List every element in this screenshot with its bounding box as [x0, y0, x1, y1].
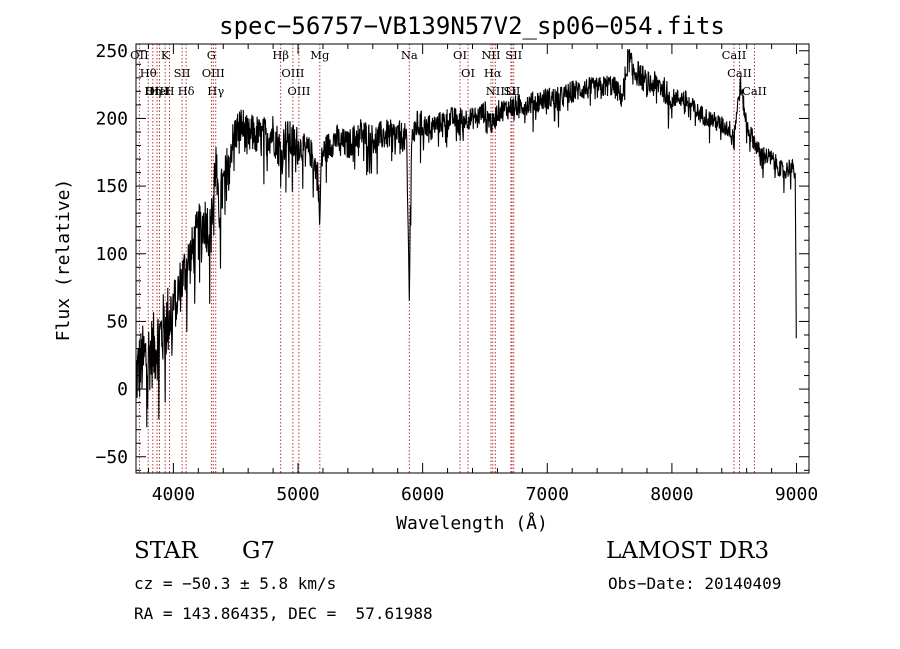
line-label: CaII	[742, 84, 767, 98]
line-label: OIII	[287, 84, 310, 98]
spectral-line-markers	[138, 44, 755, 473]
line-label: OIII	[146, 84, 169, 98]
line-label: Hβ	[272, 48, 289, 62]
y-tick-label: 150	[95, 176, 128, 197]
x-tick-label: 7000	[526, 484, 569, 505]
y-tick-label: 100	[95, 244, 128, 265]
chart-title: spec−56757−VB139N57V2_sp06−054.fits	[219, 12, 725, 40]
line-label: H	[165, 84, 175, 98]
line-label: OIII	[202, 66, 225, 80]
line-label: OIII	[281, 66, 304, 80]
line-label: SII	[505, 48, 522, 62]
line-label: NII	[481, 48, 500, 62]
line-label: Hδ	[178, 84, 195, 98]
x-tick-label: 9000	[775, 484, 818, 505]
line-label: OII	[130, 48, 149, 62]
redshift-velocity: cz = −50.3 ± 5.8 km/s	[134, 574, 337, 593]
coordinates: RA = 143.86435, DEC = 57.61988	[134, 604, 433, 623]
y-tick-label: −50	[95, 447, 128, 468]
line-label: Mg	[310, 48, 330, 62]
y-tick-label: 250	[95, 41, 128, 62]
line-label: OI	[461, 66, 475, 80]
y-axis-ticks: −50 0 50 100 150 200 250	[95, 41, 809, 471]
x-axis-label: Wavelength (Å)	[396, 512, 548, 534]
line-label: Hγ	[207, 84, 224, 98]
observation-date: Obs−Date: 20140409	[608, 574, 782, 593]
survey-name: LAMOST DR3	[606, 538, 770, 564]
y-axis-label: Flux (relative)	[53, 179, 74, 342]
line-label: Hη	[144, 84, 161, 98]
y-tick-label: 50	[106, 311, 128, 332]
line-label: OI	[453, 48, 467, 62]
line-label: Li	[505, 84, 517, 98]
line-label: SII	[174, 66, 191, 80]
spectrum-series-line	[135, 48, 797, 428]
x-tick-label: 5000	[276, 484, 319, 505]
x-tick-label: 8000	[650, 484, 693, 505]
line-label: Na	[401, 48, 418, 62]
x-tick-label: 4000	[152, 484, 195, 505]
line-label: NII	[486, 84, 505, 98]
x-tick-label: 6000	[401, 484, 444, 505]
line-label: SII	[504, 84, 521, 98]
x-axis-ticks: 4000 5000 6000 7000 8000 9000	[147, 44, 818, 505]
spectral-line-labels: OIIHθHηOIIIHeIKHSIIHδGOIIIHγHβOIIIOIIIMg…	[130, 48, 767, 98]
line-label: CaII	[722, 48, 747, 62]
line-label: K	[161, 48, 170, 62]
line-label: Hθ	[140, 66, 157, 80]
y-tick-label: 200	[95, 108, 128, 129]
line-label: G	[207, 48, 216, 62]
y-tick-label: 0	[117, 379, 128, 400]
line-label: HeI	[149, 84, 170, 98]
line-label: CaII	[727, 66, 752, 80]
object-class: STAR	[134, 538, 198, 564]
object-subclass: G7	[242, 538, 276, 564]
line-label: Hα	[484, 66, 502, 80]
